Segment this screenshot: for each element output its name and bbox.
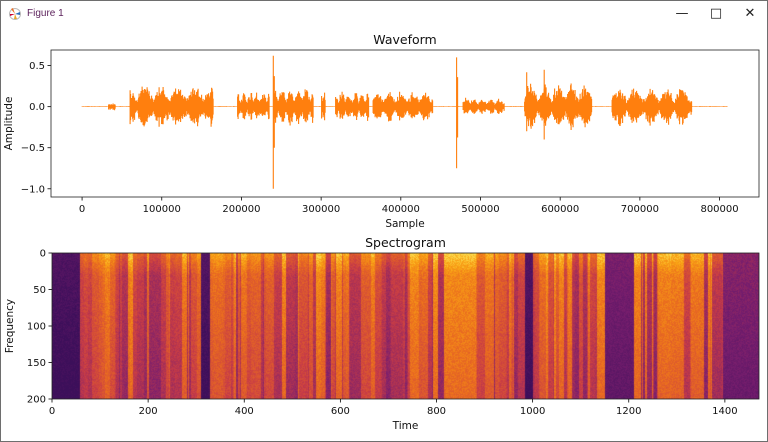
y-tick-label: 100 — [27, 322, 46, 333]
y-tick-label: −0.5 — [21, 143, 45, 154]
x-tick-label: 300000 — [302, 204, 340, 215]
y-axis-label: Amplitude — [3, 97, 15, 151]
minimize-button[interactable]: — — [675, 5, 689, 21]
x-tick-label: 200000 — [222, 204, 260, 215]
y-tick-label: 0.5 — [29, 61, 45, 72]
y-tick-label: 200 — [27, 395, 46, 406]
matplotlib-logo-icon — [8, 6, 22, 20]
x-axis-label: Time — [392, 420, 419, 432]
x-tick-label: 0 — [79, 204, 85, 215]
x-tick-label: 400000 — [382, 204, 420, 215]
x-tick-label: 600 — [331, 406, 350, 417]
x-tick-label: 800000 — [700, 204, 738, 215]
chart-title: Spectrogram — [365, 235, 446, 250]
title-bar[interactable]: Figure 1 — □ ✕ — [1, 1, 767, 25]
x-axis-label: Sample — [385, 218, 424, 230]
y-tick-label: −1.0 — [21, 184, 45, 195]
waveform-axes: Waveform Sample Amplitude 0 100000 200000 3000… — [3, 32, 760, 230]
y-tick-label: 0.0 — [29, 102, 45, 113]
close-button[interactable]: ✕ — [744, 5, 756, 21]
x-tick-label: 700000 — [621, 204, 659, 215]
window-title: Figure 1 — [27, 7, 64, 19]
chart-title: Waveform — [373, 32, 436, 47]
y-tick-label: 0 — [40, 249, 46, 260]
waveform-line — [81, 55, 728, 189]
x-tick-label: 0 — [49, 406, 55, 417]
x-tick-label: 600000 — [541, 204, 579, 215]
x-tick-label: 100000 — [143, 204, 181, 215]
spectrogram-frame — [51, 252, 760, 400]
waveform-frame — [50, 49, 760, 198]
x-tick-label: 400 — [235, 406, 254, 417]
spectrogram-image — [52, 253, 759, 399]
x-tick-label: 1200 — [616, 406, 641, 417]
y-tick-label: 150 — [27, 358, 46, 369]
y-axis-label: Frequency — [4, 299, 16, 353]
x-tick-label: 500000 — [461, 204, 499, 215]
y-tick-label: 50 — [33, 285, 46, 296]
x-tick-label: 1400 — [712, 406, 737, 417]
x-tick-label: 1000 — [520, 406, 545, 417]
maximize-button[interactable]: □ — [709, 5, 723, 21]
x-tick-label: 200 — [139, 406, 158, 417]
x-tick-label: 800 — [427, 406, 446, 417]
